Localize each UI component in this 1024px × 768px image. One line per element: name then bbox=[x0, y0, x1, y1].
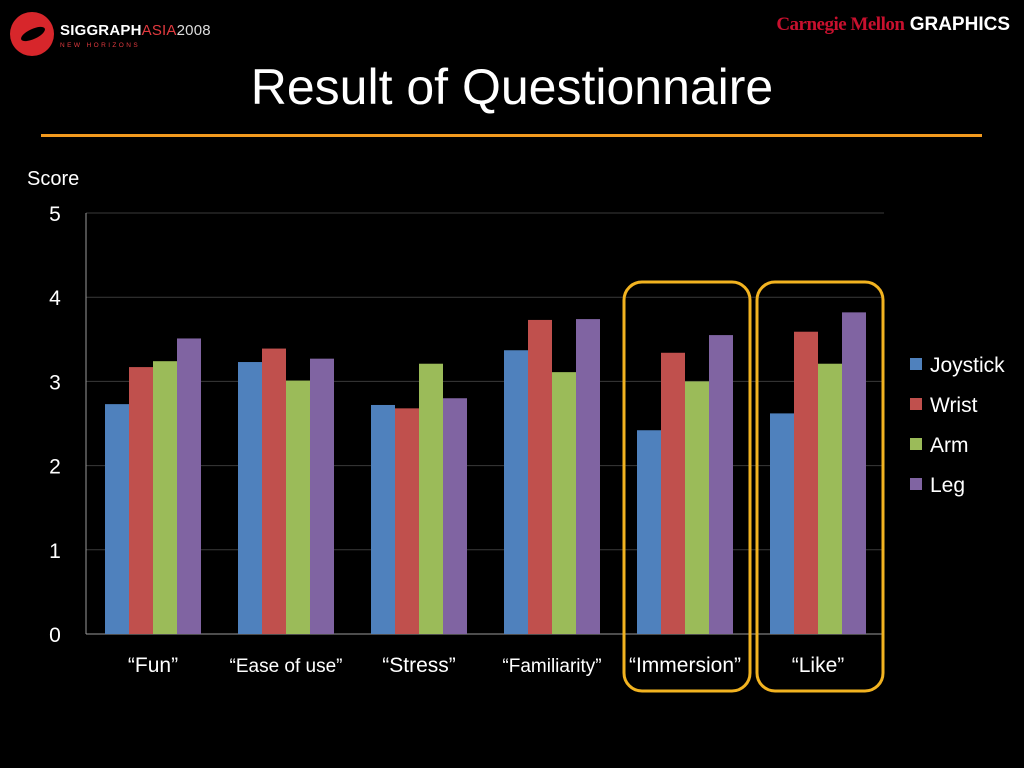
bar-wrist bbox=[528, 319, 552, 634]
siggraph-swirl-icon bbox=[10, 12, 54, 56]
legend-label: Arm bbox=[930, 434, 969, 457]
bar-wrist bbox=[129, 367, 153, 634]
bar-arm bbox=[419, 363, 443, 634]
cmu-wordmark: Carnegie Mellon bbox=[776, 14, 905, 35]
bar-leg bbox=[842, 312, 866, 634]
bar-wrist bbox=[395, 408, 419, 634]
bar-joystick bbox=[637, 430, 661, 634]
legend-label: Leg bbox=[930, 474, 965, 497]
page-title: Result of Questionnaire bbox=[250, 59, 774, 115]
bar-leg bbox=[709, 335, 733, 634]
bar-arm bbox=[153, 361, 177, 634]
highlight-box bbox=[622, 280, 752, 693]
x-category-label: “Like” bbox=[792, 654, 845, 677]
x-category-label: “Fun” bbox=[128, 654, 178, 677]
legend-label: Wrist bbox=[930, 394, 978, 417]
bar-leg bbox=[310, 358, 334, 634]
bar-arm bbox=[552, 372, 576, 634]
bar-wrist bbox=[794, 331, 818, 634]
legend-swatch bbox=[910, 398, 922, 410]
x-category-label: “Ease of use” bbox=[230, 656, 343, 677]
cmu-graphics-logo: Carnegie Mellon GRAPHICS bbox=[776, 14, 1010, 36]
siggraph-asia-logo: SIGGRAPHASIA2008 NEW HORIZONS bbox=[10, 12, 211, 56]
graphics-wordmark: GRAPHICS bbox=[909, 14, 1010, 35]
title-divider bbox=[41, 134, 982, 137]
bar-chart: 0 1 2 3 4 5 Score “Fun” “Ease of use” “Stress” “Fa… bbox=[27, 168, 1005, 693]
y-tick-label: 4 bbox=[49, 287, 61, 310]
y-tick-label: 3 bbox=[49, 371, 61, 394]
siggraph-wordmark: SIGGRAPHASIA2008 bbox=[60, 22, 211, 39]
bar-leg bbox=[576, 319, 600, 634]
y-tick-label: 5 bbox=[49, 203, 61, 226]
highlight-box bbox=[755, 280, 885, 693]
bar-leg bbox=[177, 338, 201, 634]
y-tick-label: 2 bbox=[49, 456, 61, 479]
bar-joystick bbox=[371, 404, 395, 634]
bar-wrist bbox=[661, 352, 685, 634]
y-tick-label: 0 bbox=[49, 624, 61, 647]
bar-arm bbox=[286, 380, 310, 634]
bar-leg bbox=[443, 398, 467, 634]
x-category-label: “Stress” bbox=[382, 654, 456, 677]
legend-swatch bbox=[910, 478, 922, 490]
bar-wrist bbox=[262, 348, 286, 634]
y-tick-label: 1 bbox=[49, 540, 61, 563]
legend-label: Joystick bbox=[930, 354, 1005, 377]
legend-swatch bbox=[910, 358, 922, 370]
x-category-label: “Immersion” bbox=[629, 654, 741, 677]
bar-arm bbox=[685, 381, 709, 634]
siggraph-tagline: NEW HORIZONS bbox=[60, 42, 141, 49]
legend-swatch bbox=[910, 438, 922, 450]
bar-joystick bbox=[504, 350, 528, 634]
bar-joystick bbox=[770, 413, 794, 634]
bar-arm bbox=[818, 363, 842, 634]
x-category-label: “Familiarity” bbox=[502, 656, 601, 677]
bar-joystick bbox=[105, 404, 129, 634]
y-axis-label: Score bbox=[27, 168, 79, 190]
bar-joystick bbox=[238, 362, 262, 634]
